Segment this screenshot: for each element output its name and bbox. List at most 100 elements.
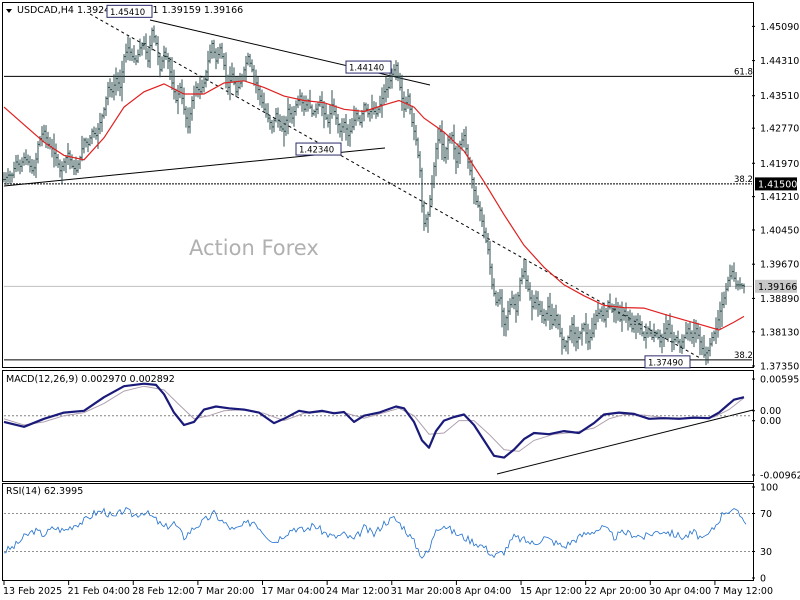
- price-bar: [433, 162, 435, 189]
- price-bar: [319, 95, 321, 107]
- price-bar: [107, 82, 109, 106]
- price-bar: [561, 327, 563, 355]
- price-bar: [377, 106, 379, 117]
- price-bar: [357, 109, 359, 122]
- price-bar: [531, 290, 533, 321]
- price-bar: [221, 42, 223, 59]
- price-bar: [575, 326, 577, 352]
- price-bar: [31, 159, 33, 174]
- price-bar: [11, 172, 13, 183]
- annotation-text: 1.42340: [299, 146, 334, 156]
- x-axis-tick-label: 13 Feb 2025: [3, 586, 62, 597]
- price-bar: [691, 330, 693, 344]
- price-bar: [711, 332, 713, 347]
- price-bar: [57, 154, 59, 168]
- price-bar: [547, 296, 549, 321]
- price-bar: [159, 53, 161, 78]
- price-bar: [395, 60, 397, 81]
- price-bar: [685, 321, 687, 340]
- price-bar: [415, 125, 417, 146]
- price-bar: [267, 103, 269, 123]
- price-bar: [529, 282, 531, 301]
- price-bar: [743, 283, 745, 294]
- price-bar: [315, 103, 317, 118]
- price-bar: [717, 310, 719, 338]
- x-axis-tick-label: 21 Feb 04:00: [68, 586, 130, 597]
- price-bar: [589, 329, 591, 350]
- price-bar: [663, 322, 665, 347]
- price-bar: [187, 107, 189, 134]
- price-bar: [625, 302, 627, 323]
- price-bar: [235, 77, 237, 97]
- price-bar: [113, 74, 115, 101]
- price-bar: [455, 145, 457, 174]
- price-bar: [401, 74, 403, 111]
- price-bar: [665, 314, 667, 339]
- price-bar: [425, 214, 427, 228]
- price-bar: [633, 315, 635, 333]
- annotation-text: 1.37490: [648, 358, 683, 368]
- price-bar: [133, 45, 135, 63]
- price-bar: [635, 315, 637, 340]
- price-bar: [623, 307, 625, 321]
- price-bar: [203, 76, 205, 93]
- price-bar: [407, 89, 409, 109]
- price-bar: [123, 54, 125, 84]
- price-bar: [645, 323, 647, 349]
- price-bar: [483, 214, 485, 239]
- price-bar: [249, 53, 251, 68]
- price-bar: [727, 276, 729, 292]
- price-bar: [297, 95, 299, 109]
- dropdown-arrow-icon[interactable]: [6, 9, 12, 13]
- price-bar: [41, 126, 43, 147]
- price-bar: [271, 119, 273, 134]
- price-bar: [639, 315, 641, 335]
- price-bar: [427, 211, 429, 233]
- price-bar: [537, 291, 539, 317]
- price-bar: [213, 39, 215, 59]
- price-bar: [527, 275, 529, 292]
- macd-title: MACD(12,26,9) 0.002970 0.002892: [6, 374, 175, 385]
- price-bar: [585, 312, 587, 344]
- price-bar: [205, 69, 207, 88]
- price-bar: [3, 172, 5, 183]
- macd-signal-line: [3, 385, 745, 452]
- price-bar: [509, 298, 511, 315]
- price-bar: [381, 87, 383, 118]
- price-bar: [487, 232, 489, 255]
- price-bar: [651, 329, 653, 341]
- price-bar: [305, 95, 307, 112]
- price-bar: [143, 36, 145, 50]
- price-bar: [119, 69, 121, 97]
- price-bar: [485, 227, 487, 244]
- price-bar: [279, 114, 281, 131]
- price-bar: [649, 321, 651, 337]
- price-bar: [721, 292, 723, 327]
- price-bar: [677, 330, 679, 345]
- price-bar: [551, 303, 553, 330]
- price-bar: [85, 137, 87, 148]
- price-bar: [93, 126, 95, 138]
- price-bar: [437, 128, 439, 160]
- price-bar: [111, 82, 113, 98]
- price-bar: [359, 115, 361, 126]
- price-bar: [607, 300, 609, 319]
- price-bar: [579, 330, 581, 340]
- price-bar: [259, 85, 261, 106]
- price-bar: [103, 107, 105, 119]
- price-bar: [609, 293, 611, 310]
- price-bar: [405, 96, 407, 113]
- svg-text:1.41500: 1.41500: [758, 179, 797, 190]
- price-bar: [701, 336, 703, 356]
- fib-level-label: 38.2: [734, 175, 753, 185]
- price-bar: [709, 337, 711, 357]
- price-bar: [517, 291, 519, 316]
- price-bar: [209, 44, 211, 64]
- price-bar: [471, 159, 473, 189]
- price-bar: [263, 92, 265, 113]
- price-bar: [269, 115, 271, 130]
- price-bar: [661, 333, 663, 354]
- price-bar: [343, 118, 345, 133]
- price-bar: [587, 323, 589, 351]
- price-bar: [479, 201, 481, 222]
